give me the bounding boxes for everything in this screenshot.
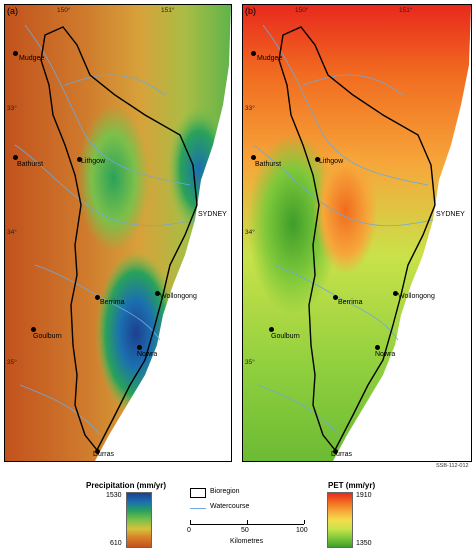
latitude-33-label: 33°	[245, 105, 255, 112]
longitude-150-label: 150°	[57, 7, 71, 14]
precipitation-color-ramp	[126, 492, 152, 548]
bathurst-label: Bathurst	[255, 161, 282, 168]
durras-marker	[333, 449, 338, 454]
lithgow-label: Lithgow	[319, 158, 344, 165]
watercourse-swatch	[190, 508, 206, 509]
goulburn-label: Goulburn	[33, 333, 62, 340]
sydney-label: SYDNEY	[436, 211, 465, 218]
goulburn-marker	[269, 327, 274, 332]
precipitation-map: (a) 150° 151° 33° 34° 35° Mudgee Bathurs…	[4, 4, 232, 462]
nowra-label: Nowra	[137, 351, 158, 358]
durras-marker	[95, 449, 100, 454]
longitude-151-label: 151°	[161, 7, 175, 14]
lithgow-marker	[77, 157, 82, 162]
pet-color-ramp	[327, 492, 353, 548]
goulburn-marker	[31, 327, 36, 332]
watercourse-label: Watercourse	[210, 503, 250, 510]
nowra-label: Nowra	[375, 351, 396, 358]
scale-tick-0	[190, 520, 191, 524]
pet-legend-title: PET (mm/yr)	[328, 481, 376, 490]
longitude-150-label: 150°	[295, 7, 309, 14]
latitude-34-label: 34°	[245, 229, 255, 236]
latitude-33-label: 33°	[7, 105, 17, 112]
scale-unit-label: Kilometres	[230, 538, 264, 545]
precipitation-min-label: 610	[110, 540, 122, 547]
precipitation-legend-title: Precipitation (mm/yr)	[86, 481, 167, 490]
scale-tick-100	[304, 520, 305, 524]
wollongong-marker	[155, 291, 160, 296]
bathurst-marker	[251, 155, 256, 160]
berrima-label: Berrima	[338, 299, 363, 306]
precipitation-max-label: 1530	[106, 492, 122, 499]
lithgow-marker	[315, 157, 320, 162]
pet-map: (b) 150° 151° 33° 34° 35° Mudgee Bathurs…	[242, 4, 472, 462]
mudgee-label: Mudgee	[257, 55, 283, 62]
bioregion-swatch	[190, 488, 206, 498]
latitude-35-label: 35°	[245, 359, 255, 366]
bioregion-label: Bioregion	[210, 488, 240, 495]
longitude-151-label: 151°	[399, 7, 413, 14]
mudgee-label: Mudgee	[19, 55, 45, 62]
precipitation-raster	[5, 5, 231, 461]
wollongong-marker	[393, 291, 398, 296]
pet-min-label: 1350	[356, 540, 372, 547]
sydney-label: SYDNEY	[198, 211, 227, 218]
bathurst-label: Bathurst	[17, 161, 44, 168]
panel-b-label: (b)	[245, 6, 256, 16]
scale-label-50: 50	[241, 527, 249, 534]
durras-label: Durras	[93, 451, 115, 458]
scale-label-100: 100	[296, 527, 308, 534]
nowra-marker	[137, 345, 142, 350]
mudgee-marker	[13, 51, 18, 56]
nowra-marker	[375, 345, 380, 350]
berrima-marker	[95, 295, 100, 300]
durras-label: Durras	[331, 451, 353, 458]
mudgee-marker	[251, 51, 256, 56]
bathurst-marker	[13, 155, 18, 160]
latitude-34-label: 34°	[7, 229, 17, 236]
pet-raster	[243, 5, 471, 461]
berrima-label: Berrima	[100, 299, 125, 306]
wollongong-label: Wollongong	[398, 293, 435, 300]
pet-max-label: 1910	[356, 492, 372, 499]
goulburn-label: Goulburn	[271, 333, 300, 340]
lithgow-label: Lithgow	[81, 158, 106, 165]
wollongong-label: Wollongong	[160, 293, 197, 300]
figure-code: SSB-112-012	[436, 463, 469, 469]
berrima-marker	[333, 295, 338, 300]
scale-bar	[190, 524, 304, 525]
latitude-35-label: 35°	[7, 359, 17, 366]
panel-a-label: (a)	[7, 6, 18, 16]
scale-tick-50	[247, 520, 248, 524]
scale-label-0: 0	[187, 527, 191, 534]
